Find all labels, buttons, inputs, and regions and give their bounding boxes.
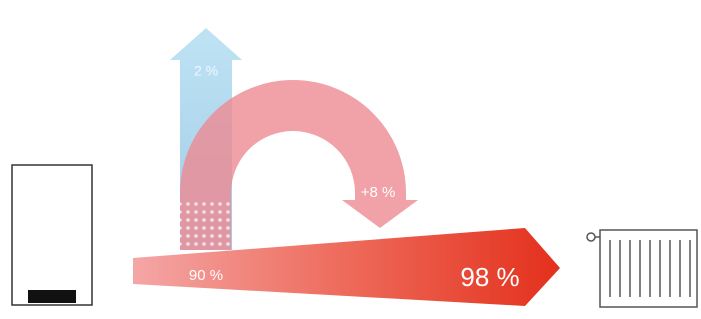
base-label: 90 %: [189, 267, 223, 284]
gain-label: +8 %: [361, 184, 396, 201]
boiler-burner: [28, 290, 76, 303]
total-label: 98 %: [460, 262, 519, 292]
diagram: 2 % +8 % 90 % 98 %: [0, 0, 701, 319]
radiator: [600, 230, 697, 307]
condensate-dots: [180, 200, 232, 250]
radiator-valve: [587, 233, 595, 241]
loss-label: 2 %: [194, 63, 218, 79]
boiler: [12, 165, 92, 305]
